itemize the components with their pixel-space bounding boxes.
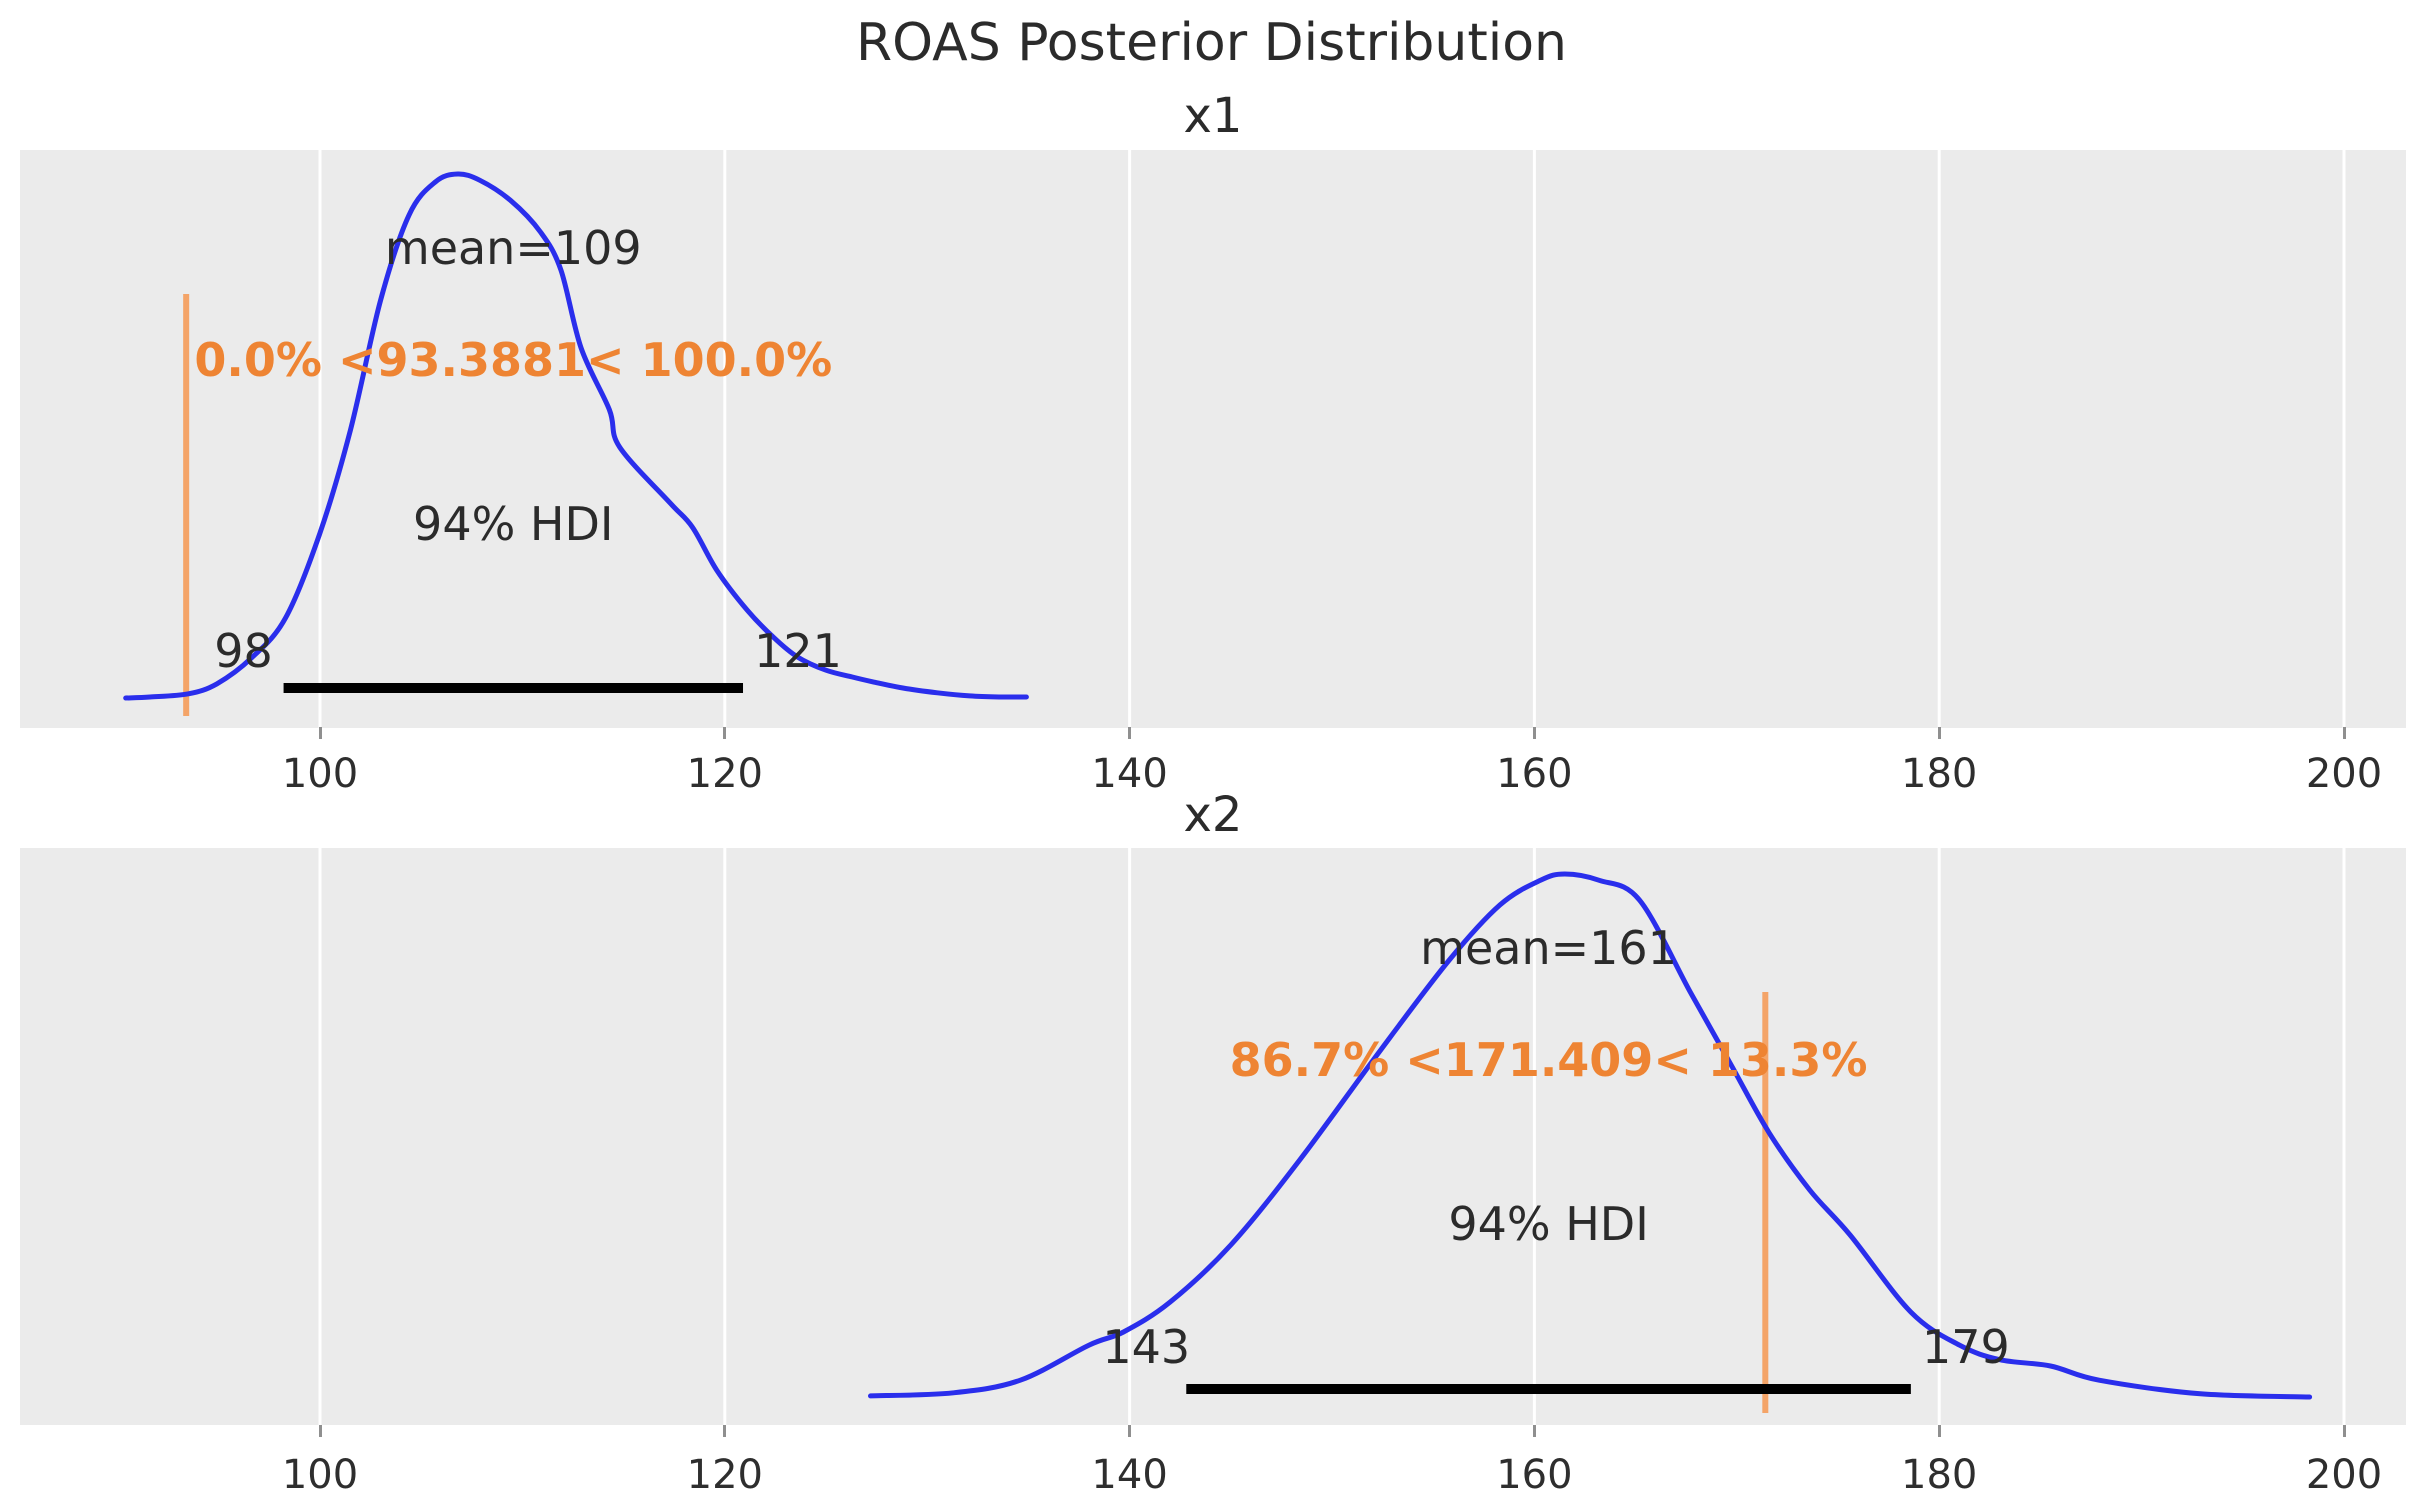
hdi-upper-label: 121 bbox=[754, 624, 842, 678]
x-tick-mark bbox=[723, 727, 727, 739]
x-tick-label: 120 bbox=[686, 1452, 763, 1498]
subplot-title-x2: x2 bbox=[1183, 787, 1243, 843]
x-tick-label: 120 bbox=[686, 751, 763, 797]
hdi-upper-label: 179 bbox=[1921, 1320, 2010, 1374]
hdi-lower-label: 98 bbox=[214, 624, 273, 678]
x-axis-tick-row: 100 120 140 160 180 200 bbox=[0, 727, 2423, 797]
ref-val-label: 0.0% <93.3881< 100.0% bbox=[194, 333, 833, 387]
x-tick-mark bbox=[318, 1425, 322, 1437]
kde-curve bbox=[868, 871, 2313, 1400]
subplot-title-x1: x1 bbox=[1183, 88, 1243, 144]
kde-plot-svg-x2 bbox=[318, 848, 2346, 1425]
x-tick-label: 200 bbox=[2305, 751, 2383, 797]
kde-plot-svg-x1 bbox=[123, 150, 2346, 728]
plot-panel-x1: mean=109 0.0% <93.3881< 100.0% 94% HDI 9… bbox=[20, 150, 2406, 728]
x-tick-mark bbox=[2342, 727, 2346, 739]
x-tick-mark bbox=[1128, 1425, 1132, 1437]
x-tick-label: 140 bbox=[1091, 751, 1168, 797]
x-tick-label: 180 bbox=[1901, 1452, 1978, 1498]
x-tick-mark bbox=[1532, 727, 1536, 739]
figure-title: ROAS Posterior Distribution bbox=[856, 13, 1567, 73]
x-tick-label: 100 bbox=[281, 1452, 359, 1498]
x-tick-label: 160 bbox=[1496, 751, 1573, 797]
mean-label: mean=109 bbox=[384, 221, 642, 275]
hdi-label: 94% HDI bbox=[1448, 1197, 1649, 1251]
x-tick-label: 140 bbox=[1091, 1452, 1168, 1498]
x-axis-tick-row: 100 120 140 160 180 200 bbox=[0, 1425, 2423, 1498]
x-tick-label: 160 bbox=[1496, 1452, 1573, 1498]
x-tick-mark bbox=[2342, 1425, 2346, 1437]
x-tick-mark bbox=[1532, 1425, 1536, 1437]
x-tick-mark bbox=[318, 727, 322, 739]
hdi-label: 94% HDI bbox=[413, 497, 614, 551]
mean-label: mean=161 bbox=[1420, 921, 1677, 975]
x-tick-label: 200 bbox=[2305, 1452, 2383, 1498]
x-tick-label: 100 bbox=[281, 751, 359, 797]
x-tick-mark bbox=[1937, 1425, 1941, 1437]
x-tick-mark bbox=[723, 1425, 727, 1437]
hdi-lower-label: 143 bbox=[1102, 1320, 1191, 1374]
plot-panel-x2: mean=161 86.7% <171.409< 13.3% 94% HDI 1… bbox=[20, 848, 2406, 1425]
kde-curve bbox=[123, 171, 1029, 701]
x-tick-mark bbox=[1128, 727, 1132, 739]
ref-val-label: 86.7% <171.409< 13.3% bbox=[1229, 1033, 1868, 1087]
x-tick-mark bbox=[1937, 727, 1941, 739]
x-tick-label: 180 bbox=[1901, 751, 1978, 797]
